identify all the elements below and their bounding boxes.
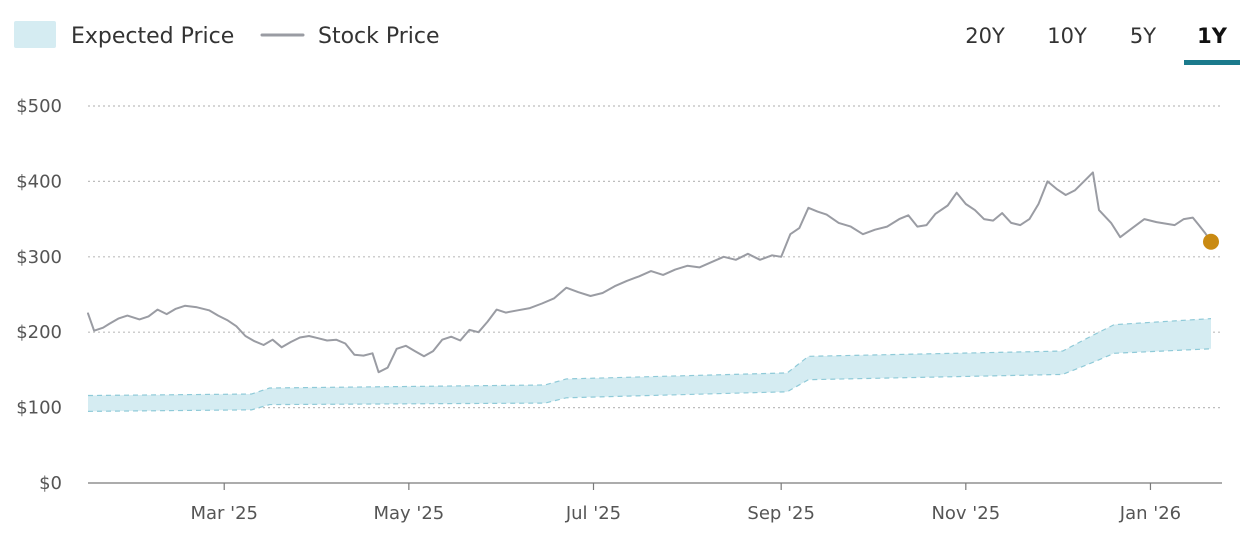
- expected-price-area: [88, 318, 1211, 412]
- x-tick-label: Mar '25: [190, 503, 258, 524]
- current-price-marker-group: [1203, 233, 1219, 250]
- legend-label-expected-price: Expected Price: [71, 24, 234, 49]
- stock-price-line: [87, 171, 1212, 374]
- x-axis-ticks: Mar '25 May '25 Jul '25 Sep '25 Nov '25 Jan '…: [190, 483, 1181, 524]
- x-tick-label: Nov '25: [931, 503, 1000, 524]
- x-tick-label: Sep '25: [747, 503, 815, 524]
- range-tab-5y[interactable]: 5Y: [1130, 24, 1156, 48]
- range-tabs: 20Y 10Y 5Y 1Y: [965, 24, 1240, 65]
- current-price-marker: [1203, 233, 1219, 250]
- range-tab-10y[interactable]: 10Y: [1047, 24, 1087, 48]
- expected-price-lower-edge: [87, 348, 1212, 412]
- grid-lines: [88, 105, 1222, 409]
- x-tick-label: May '25: [373, 503, 444, 524]
- y-tick-label: $100: [16, 398, 62, 419]
- legend-swatch-expected-price: [14, 21, 56, 48]
- expected-price-band: [87, 318, 1212, 412]
- y-tick-label: $0: [39, 473, 62, 494]
- stock-price-series: [87, 171, 1212, 374]
- y-tick-label: $200: [16, 322, 62, 343]
- x-tick-label: Jul '25: [565, 503, 621, 524]
- y-tick-label: $500: [16, 96, 62, 117]
- y-tick-label: $300: [16, 247, 62, 268]
- y-axis-ticks: $0 $100 $200 $300 $400 $500: [16, 96, 62, 494]
- x-tick-label: Jan '26: [1119, 503, 1181, 524]
- range-tab-1y[interactable]: 1Y: [1197, 24, 1228, 48]
- active-tab-underline: [1184, 60, 1240, 65]
- y-tick-label: $400: [16, 171, 62, 192]
- legend: Expected Price Stock Price: [14, 21, 440, 49]
- range-tab-20y[interactable]: 20Y: [965, 24, 1005, 48]
- legend-label-stock-price: Stock Price: [318, 24, 440, 49]
